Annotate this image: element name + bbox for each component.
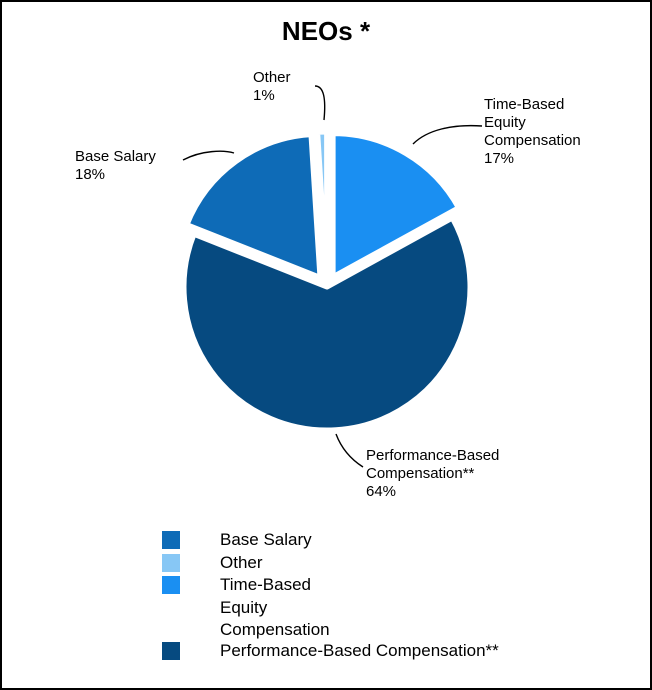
- legend-label-time-based-line-1: Time-Based: [220, 575, 312, 594]
- callout-time-based-line-2: Equity: [484, 114, 526, 131]
- legend-label-other: Other: [220, 552, 263, 575]
- legend-swatch-performance-based: [162, 642, 180, 660]
- callout-performance-percent: 64%: [366, 483, 397, 500]
- chart-title: NEOs *: [281, 16, 371, 46]
- leader-line-performance-based: [335, 433, 364, 468]
- legend-label-performance-based: Performance-Based Compensation**: [220, 640, 499, 663]
- callout-other-label: Other: [253, 69, 291, 86]
- legend-label-base-salary-line-1: Base Salary: [220, 530, 312, 549]
- pie-chart: [181, 85, 483, 468]
- callout-other-percent: 1%: [253, 87, 275, 104]
- legend-label-time-based: Time-Based Equity Compensation: [220, 574, 330, 642]
- callout-performance-based: Performance-Based Compensation** 64%: [366, 447, 499, 501]
- legend-swatch-base-salary: [162, 531, 180, 549]
- callout-base-salary-label: Base Salary: [75, 148, 156, 165]
- callout-time-based: Time-Based Equity Compensation 17%: [484, 96, 581, 168]
- callout-time-based-line-3: Compensation: [484, 132, 581, 149]
- legend-label-time-based-line-2: Equity: [220, 597, 268, 617]
- callout-base-salary: Base Salary 18%: [75, 148, 156, 184]
- legend-label-time-based-line-3: Compensation: [220, 620, 330, 639]
- pie-slice-performance-based: [181, 215, 473, 433]
- pie-slice-other: [315, 129, 330, 278]
- pie-slice-time-based: [330, 131, 461, 280]
- callout-performance-line-1: Performance-Based: [366, 447, 500, 464]
- legend-label-performance-line-1: Performance-Based Compensation**: [220, 641, 499, 660]
- legend-label-base-salary: Base Salary: [220, 529, 312, 552]
- legend-swatch-other: [162, 554, 180, 572]
- legend-label-other-line-1: Other: [220, 553, 263, 572]
- pie-slice-base-salary: [184, 132, 323, 280]
- callout-time-based-percent: 17%: [484, 150, 515, 167]
- callout-time-based-line-1: Time-Based: [484, 96, 565, 113]
- callout-other: Other 1%: [253, 69, 291, 105]
- callout-performance-line-2: Compensation**: [366, 465, 475, 482]
- leader-line-base-salary: [182, 150, 235, 161]
- callout-base-salary-percent: 18%: [75, 166, 106, 183]
- leader-line-time-based: [412, 124, 483, 145]
- legend-swatch-time-based: [162, 576, 180, 594]
- leader-line-other: [314, 85, 326, 121]
